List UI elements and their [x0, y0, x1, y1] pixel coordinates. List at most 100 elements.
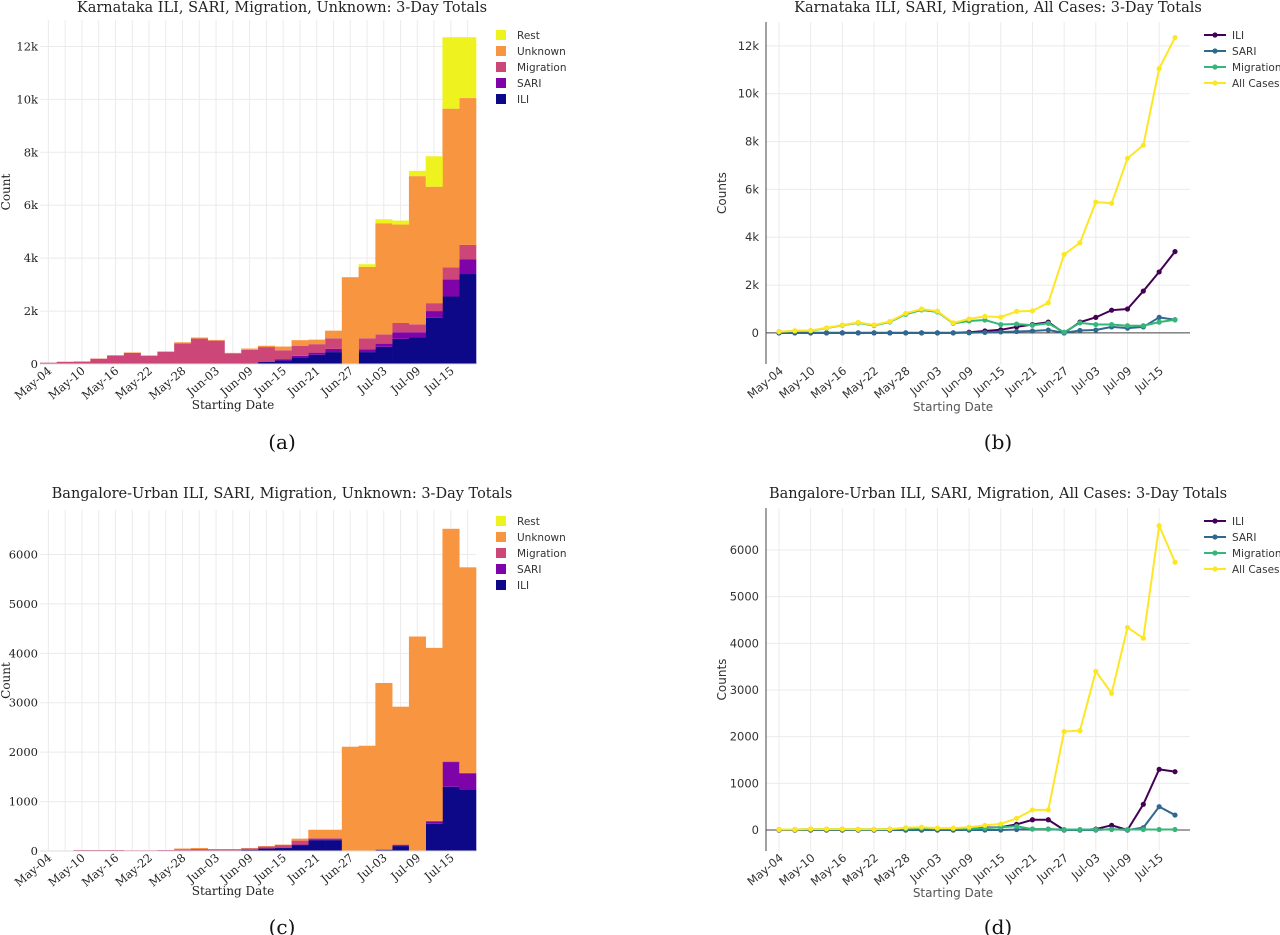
- bar-segment-unknown: [341, 746, 359, 851]
- y-tick-label: 1000: [9, 795, 38, 809]
- data-point-all-cases: [1093, 199, 1099, 205]
- bar-segment-unknown: [258, 345, 276, 348]
- x-tick-label: Jun-15: [250, 851, 289, 887]
- data-point-ili: [1140, 801, 1146, 807]
- bar-segment-ili: [408, 337, 426, 364]
- x-tick-label: Jul-15: [1131, 851, 1166, 883]
- y-tick-label: 0: [31, 844, 38, 858]
- y-tick-label: 2000: [9, 745, 38, 759]
- bar-segment-sari: [308, 839, 326, 841]
- x-tick-label: Jun-27: [1033, 364, 1071, 399]
- legend-label: SARI: [1232, 532, 1256, 544]
- legend-marker: [1212, 64, 1218, 70]
- data-point-sari: [1156, 314, 1162, 320]
- y-tick-label: 3000: [730, 683, 759, 697]
- legend-marker: [1212, 48, 1218, 54]
- data-point-all-cases: [776, 329, 782, 335]
- bar-segment-migration: [73, 361, 91, 364]
- x-tick-label: Jun-15: [970, 364, 1008, 399]
- data-point-all-cases: [839, 826, 845, 832]
- data-point-all-cases: [887, 318, 893, 325]
- data-point-sari: [934, 330, 941, 336]
- data-point-all-cases: [1077, 240, 1083, 246]
- x-tick-label: Jul-03: [354, 851, 390, 884]
- y-tick-label: 12k: [738, 39, 760, 53]
- bar-segment-migration: [375, 334, 393, 344]
- bar-segment-migration: [157, 351, 175, 364]
- y-tick-label: 0: [752, 823, 759, 837]
- bar-segment-unknown: [140, 355, 158, 356]
- data-point-all-cases: [855, 826, 861, 832]
- bar-segment-rest: [392, 220, 410, 225]
- data-point-all-cases: [903, 310, 909, 316]
- data-point-all-cases: [998, 821, 1004, 827]
- legend-label: ILI: [1232, 516, 1244, 528]
- chart-title: Bangalore-Urban ILI, SARI, Migration, Un…: [52, 486, 513, 502]
- bar-segment-unknown: [241, 348, 259, 350]
- data-point-sari: [1093, 327, 1099, 333]
- data-point-all-cases: [839, 322, 845, 328]
- legend-swatch: [496, 78, 506, 88]
- y-tick-label: 5000: [730, 590, 759, 604]
- data-point-sari: [998, 329, 1004, 335]
- bar-segment-sari: [459, 773, 477, 790]
- x-tick-label: Jun-03: [183, 851, 222, 887]
- data-point-sari: [950, 330, 956, 336]
- data-point-all-cases: [950, 320, 956, 326]
- data-point-sari: [966, 330, 972, 336]
- bar-segment-sari: [325, 348, 343, 353]
- y-tick-label: 0: [31, 357, 38, 371]
- bar-segment-migration: [56, 361, 74, 364]
- bar-segment-migration: [425, 303, 443, 312]
- bar-segment-migration: [274, 845, 292, 849]
- bar-segment-ili: [425, 823, 443, 851]
- data-point-migration: [982, 317, 988, 323]
- chart-panel-b: Karnataka ILI, SARI, Migration, All Case…: [715, 0, 1280, 414]
- x-tick-label: Jun-15: [250, 364, 289, 400]
- series-line-all-cases: [778, 37, 1176, 333]
- data-point-all-cases: [934, 825, 941, 831]
- legend-label: SARI: [1232, 46, 1256, 58]
- bar-segment-sari: [392, 332, 410, 339]
- legend-label: SARI: [517, 78, 541, 90]
- bar-segment-unknown: [325, 829, 343, 839]
- data-point-all-cases: [1172, 34, 1178, 41]
- legend-label: Rest: [517, 30, 540, 42]
- x-tick-label: Jun-03: [183, 364, 222, 400]
- bar-segment-migration: [241, 848, 259, 851]
- data-point-migration: [998, 321, 1004, 328]
- bar-segment-migration: [442, 267, 460, 280]
- legend-label: All Cases: [1232, 564, 1280, 576]
- x-tick-label: Jun-27: [317, 364, 356, 400]
- x-tick-label: Jun-21: [284, 851, 323, 887]
- y-tick-label: 4k: [24, 251, 39, 265]
- x-tick-label: Jun-27: [317, 851, 356, 887]
- data-point-migration: [1124, 826, 1131, 833]
- data-point-all-cases: [982, 313, 988, 320]
- legend-marker: [1212, 534, 1218, 540]
- bar-segment-unknown: [174, 342, 192, 344]
- bar-segment-ili: [325, 840, 343, 851]
- y-tick-label: 10k: [738, 87, 760, 101]
- x-tick-label: May-10: [45, 364, 87, 403]
- data-point-sari: [1077, 327, 1083, 334]
- x-tick-label: Jun-21: [284, 364, 323, 400]
- data-point-all-cases: [982, 822, 988, 828]
- data-point-all-cases: [823, 826, 830, 832]
- bar-segment-unknown: [358, 266, 376, 339]
- x-tick-label: Jun-09: [938, 364, 976, 399]
- bar-segment-unknown: [442, 108, 460, 268]
- x-tick-label: May-28: [871, 364, 912, 402]
- legend-label: Unknown: [517, 46, 566, 58]
- data-point-all-cases: [1029, 807, 1036, 813]
- x-axis-label: Starting Date: [913, 886, 993, 900]
- bar-segment-sari: [425, 311, 443, 318]
- bar-segment-migration: [90, 358, 108, 364]
- bar-segment-migration: [207, 340, 225, 364]
- bar-segment-unknown: [207, 339, 225, 341]
- data-point-all-cases: [1061, 728, 1067, 735]
- bar-segment-sari: [442, 762, 460, 787]
- bar-segment-unknown: [425, 647, 443, 821]
- data-point-all-cases: [776, 826, 782, 833]
- data-point-migration: [1124, 323, 1131, 329]
